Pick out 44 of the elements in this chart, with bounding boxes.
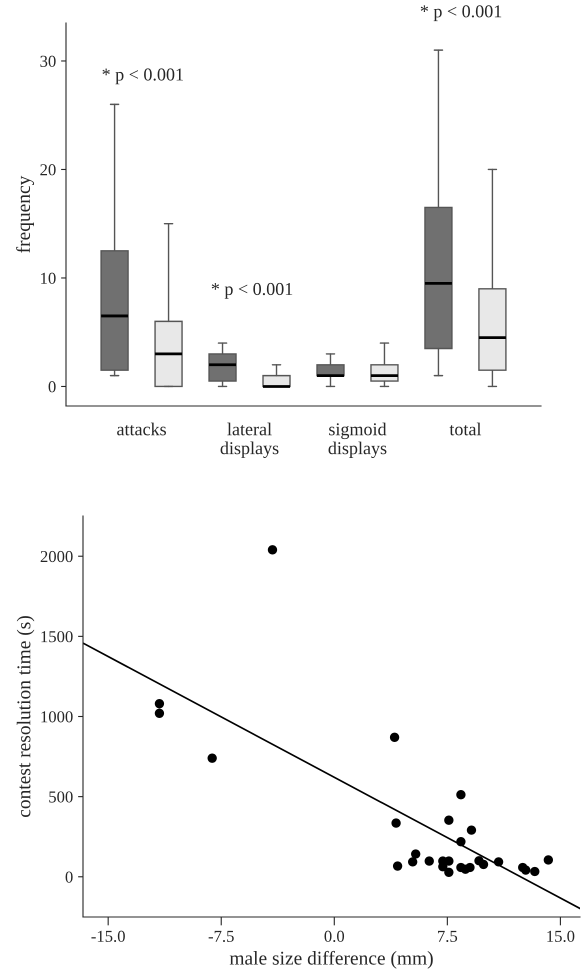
y-tick-label: 20 <box>40 164 56 176</box>
point <box>456 790 466 800</box>
x-tick-label: 15.0 <box>547 930 574 942</box>
y-tick-label: 1500 <box>41 631 73 642</box>
y-axis-title: contest resolution time (s) <box>16 616 34 818</box>
point <box>521 865 530 875</box>
point <box>154 708 164 718</box>
point <box>208 754 217 763</box>
point <box>478 860 488 870</box>
point <box>444 816 454 825</box>
y-tick-label: 30 <box>40 56 56 67</box>
point <box>466 825 476 835</box>
annotation: * p < 0.001 <box>102 68 183 84</box>
point <box>268 545 278 554</box>
point <box>544 855 554 865</box>
point <box>444 856 454 866</box>
point <box>408 857 418 867</box>
x-tick-label: -7.5 <box>208 930 234 942</box>
x-axis-title: male size difference (mm) <box>230 950 433 969</box>
y-tick-label: 0 <box>66 871 73 883</box>
point <box>390 732 400 742</box>
y-tick-label: 2000 <box>40 550 73 562</box>
x-tick-label: total <box>450 422 482 436</box>
y-axis-title: frequency <box>16 176 34 253</box>
x-tick-label: 7.5 <box>438 930 458 942</box>
point <box>424 856 434 866</box>
y-tick-label: 500 <box>49 791 73 803</box>
point <box>465 862 475 872</box>
point <box>411 849 420 859</box>
x-tick-label: -15.0 <box>91 930 125 942</box>
point <box>530 866 540 876</box>
point <box>154 699 164 708</box>
point <box>392 861 402 871</box>
x-tick-label: lateral displays <box>220 422 278 458</box>
point <box>444 868 454 877</box>
annotation: * p < 0.001 <box>212 282 292 299</box>
y-tick-label: 1000 <box>41 711 73 722</box>
y-tick-label: 0 <box>48 381 56 392</box>
point <box>391 818 401 828</box>
x-tick-label: 0.0 <box>324 930 344 942</box>
text: * p < 0.001 <box>420 5 502 22</box>
x-tick-label: attacks <box>117 422 166 436</box>
y-tick-label: 10 <box>41 272 56 284</box>
x-tick-label: sigmoid displays <box>328 422 386 458</box>
